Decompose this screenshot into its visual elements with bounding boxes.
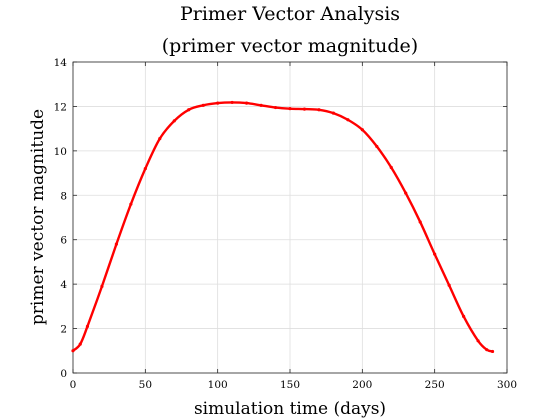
data-point — [317, 108, 321, 112]
data-point — [78, 342, 82, 346]
x-tick-label: 150 — [280, 379, 300, 391]
data-point — [331, 111, 335, 115]
data-point — [100, 284, 104, 288]
y-axis-label: primer vector magnitude — [28, 109, 48, 325]
data-point — [485, 348, 489, 352]
x-tick-label: 300 — [497, 379, 517, 391]
y-tick-label: 10 — [54, 146, 67, 158]
chart-title: Primer Vector Analysis — [180, 3, 400, 25]
data-point — [389, 165, 393, 170]
y-tick-label: 8 — [60, 190, 67, 202]
x-tick-label: 100 — [208, 379, 228, 391]
data-point — [129, 202, 133, 206]
y-tick-label: 0 — [60, 368, 67, 380]
data-point — [259, 103, 263, 107]
data-point — [230, 100, 234, 105]
y-tick-label: 2 — [60, 324, 67, 336]
data-point — [490, 349, 495, 354]
data-point — [476, 339, 480, 343]
data-point — [346, 118, 350, 122]
x-axis-label: simulation time (days) — [194, 399, 386, 419]
data-point — [404, 191, 408, 195]
data-point — [85, 324, 90, 328]
data-point — [375, 144, 379, 149]
data-point — [433, 252, 437, 256]
x-tick-label: 0 — [70, 379, 77, 391]
series-line-0 — [71, 101, 494, 353]
data-point — [216, 101, 220, 105]
data-point — [187, 108, 191, 112]
data-point — [302, 107, 307, 111]
y-tick-label: 12 — [54, 101, 67, 113]
data-point — [447, 283, 451, 287]
data-point — [360, 128, 364, 132]
x-tick-label: 250 — [425, 379, 445, 391]
data-series — [71, 100, 495, 354]
grid-lines — [72, 61, 508, 374]
data-point — [462, 314, 466, 318]
chart-subtitle: (primer vector magnitude) — [162, 35, 418, 57]
axis-ticks: 0 50 100 150 200 250 300 0 2 4 6 8 10 12 14 — [54, 57, 517, 391]
data-point — [245, 101, 249, 105]
data-point — [418, 220, 422, 224]
y-tick-label: 14 — [54, 57, 68, 69]
data-point — [273, 105, 278, 110]
data-point — [201, 103, 205, 107]
data-point — [288, 107, 292, 111]
data-point — [158, 137, 162, 141]
data-point — [71, 349, 75, 353]
x-tick-label: 50 — [139, 379, 152, 391]
data-point — [172, 119, 176, 123]
data-point — [143, 167, 147, 171]
x-tick-label: 200 — [352, 379, 372, 391]
data-point — [114, 242, 118, 246]
y-tick-label: 6 — [60, 235, 67, 247]
y-tick-label: 4 — [60, 279, 67, 291]
